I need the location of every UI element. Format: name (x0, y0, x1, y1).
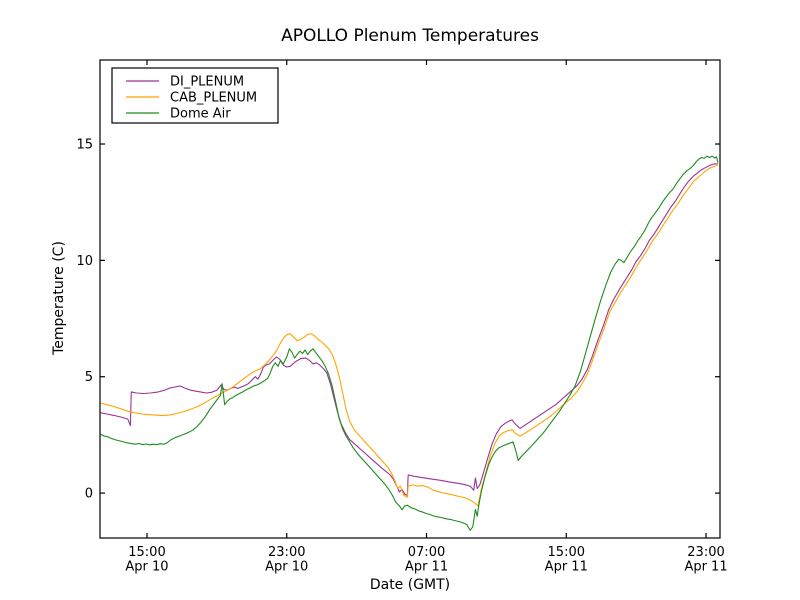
di-plenum-line (100, 163, 718, 496)
series-layer (100, 155, 719, 531)
x-tick-label-date: Apr 11 (405, 560, 448, 575)
x-tick-label-date: Apr 11 (545, 560, 588, 575)
x-axis-label: Date (GMT) (370, 577, 450, 593)
x-tick-label-time: 23:00 (268, 545, 305, 560)
x-tick-label-time: 15:00 (548, 545, 585, 560)
y-axis-label: Temperature (C) (51, 241, 67, 356)
x-tick-label-date: Apr 10 (265, 560, 308, 575)
y-tick-label: 10 (76, 254, 93, 269)
y-tick-label: 0 (85, 487, 93, 502)
chart-title: APOLLO Plenum Temperatures (281, 26, 539, 46)
x-tick-label-date: Apr 11 (684, 560, 727, 575)
y-tick-label: 15 (76, 138, 93, 153)
x-tick-label-time: 07:00 (408, 545, 445, 560)
plot-border (99, 59, 721, 539)
dome-air-line (100, 155, 719, 531)
legend-box (111, 67, 279, 124)
legend-label-cab-plenum: CAB_PLENUM (170, 91, 257, 106)
x-tick-label-time: 15:00 (128, 545, 165, 560)
y-tick-label: 5 (85, 370, 93, 385)
legend-label-dome-air: Dome Air (170, 107, 231, 122)
x-tick-label-time: 23:00 (687, 545, 724, 560)
cab-plenum-line (100, 164, 719, 507)
x-tick-label-date: Apr 10 (125, 560, 168, 575)
legend-label-di-plenum: DI_PLENUM (170, 75, 244, 90)
